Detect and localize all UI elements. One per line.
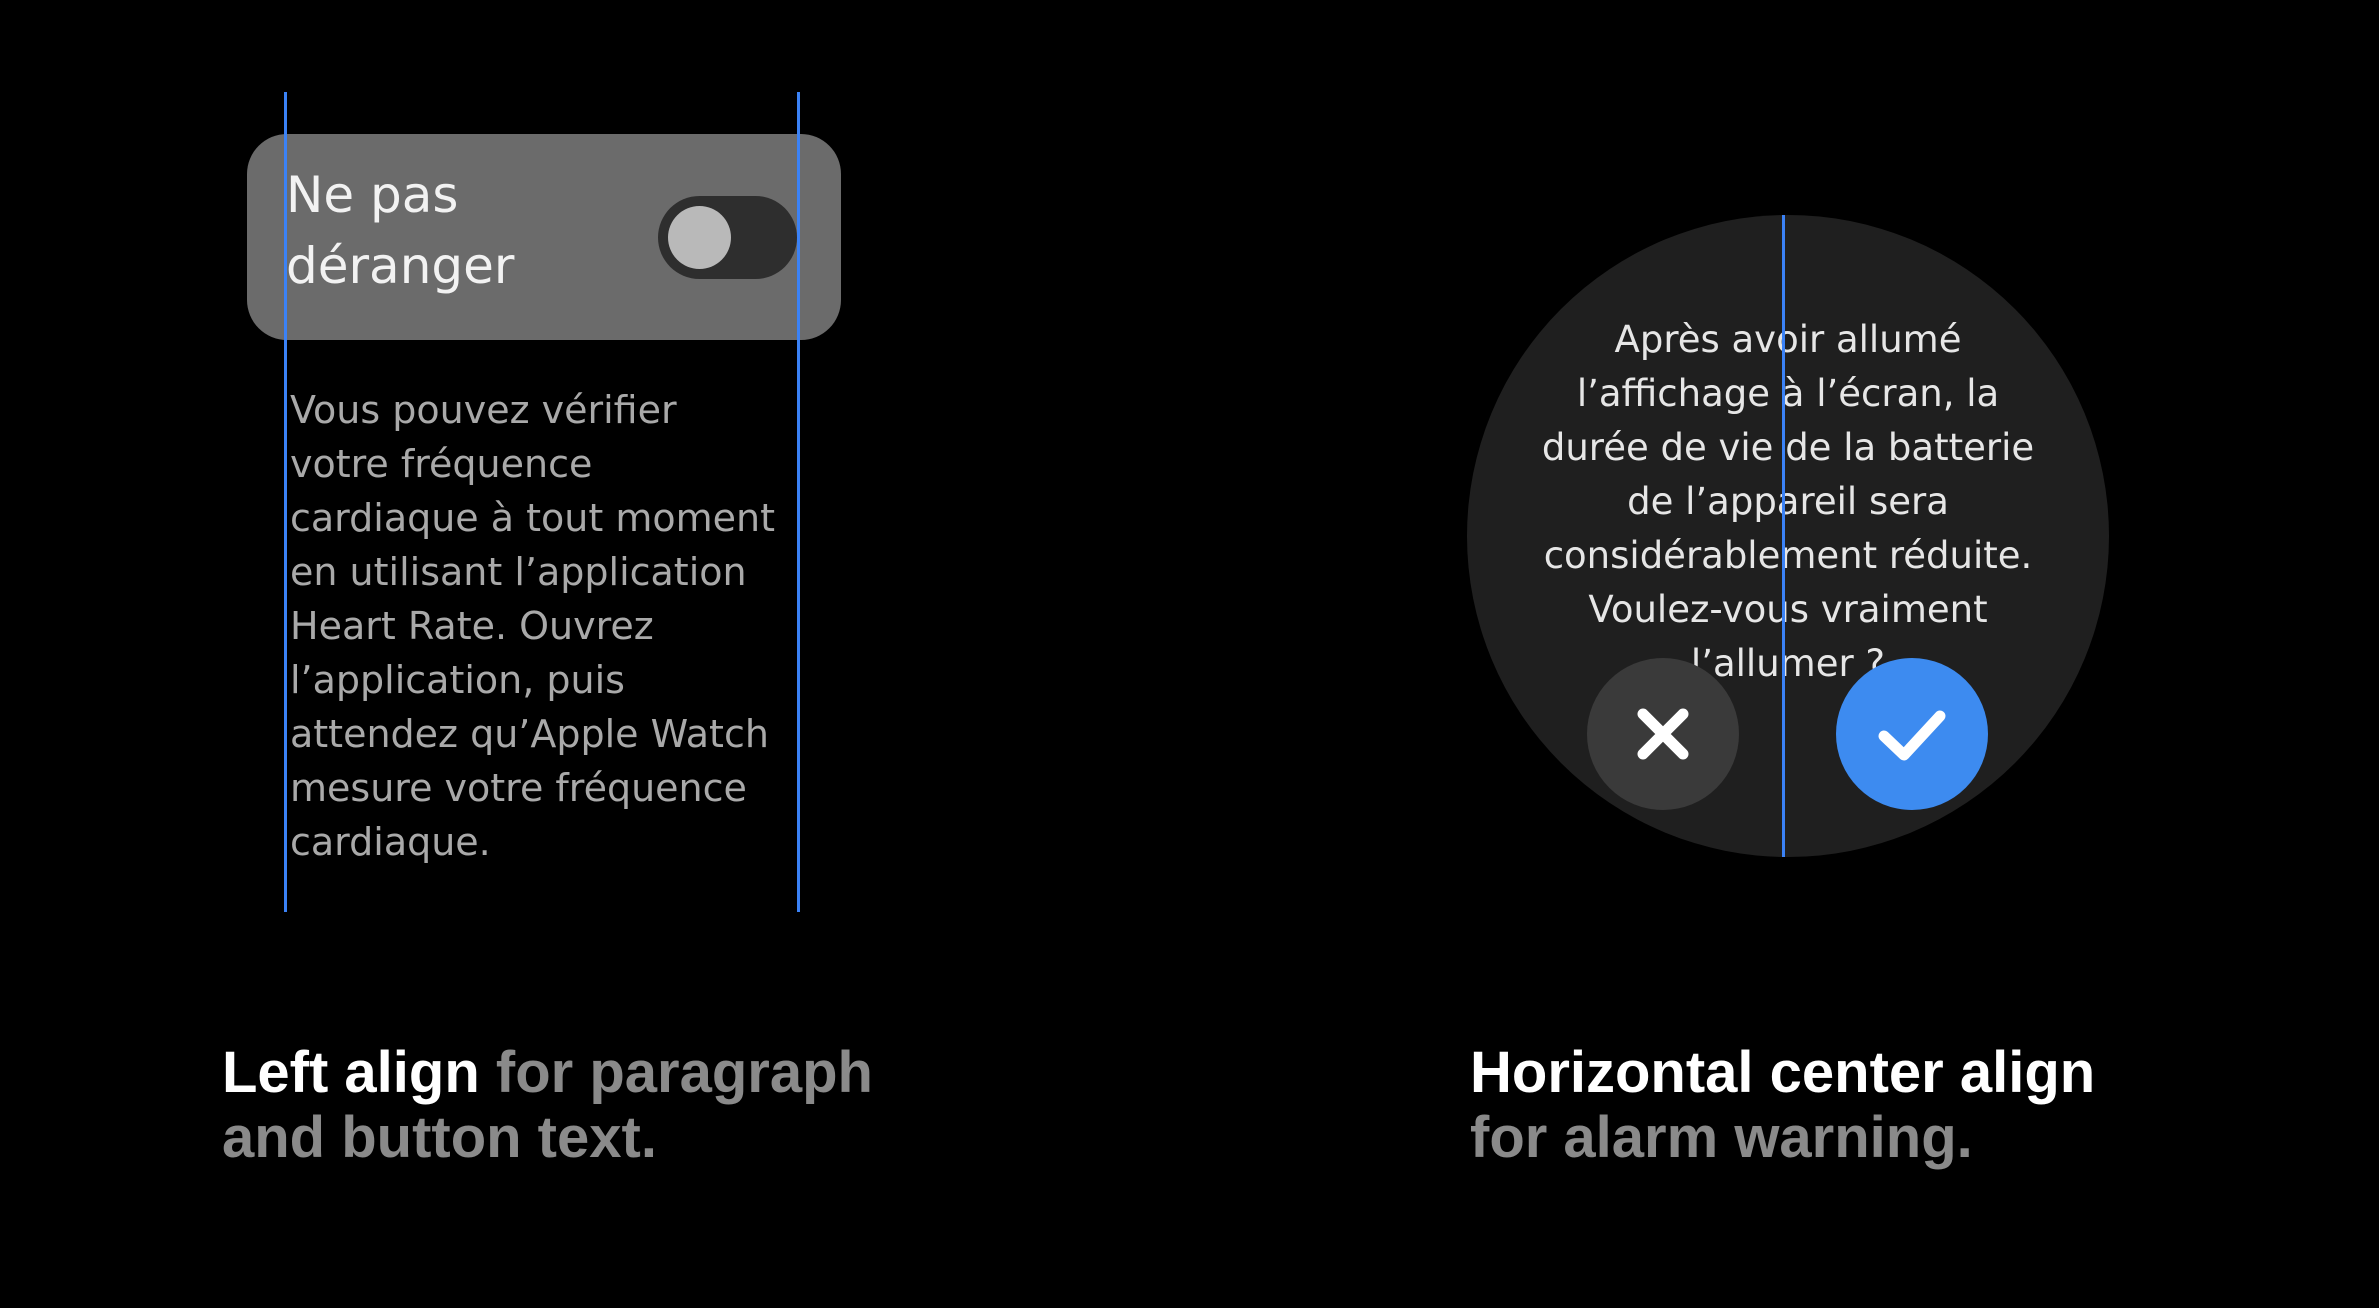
right-caption-rest: for alarm warning. [1470, 1105, 1973, 1170]
paragraph-line: cardiaque à tout moment [290, 496, 775, 540]
alert-line: durée de vie de la batterie [1541, 426, 2035, 469]
paragraph-line: Vous pouvez vérifier [290, 388, 677, 432]
right-caption-highlight: Horizontal center align [1470, 1040, 2096, 1105]
paragraph-line: Heart Rate. Ouvrez [290, 604, 654, 648]
toggle-switch[interactable] [658, 196, 797, 279]
paragraph-line: cardiaque. [290, 820, 491, 864]
alert-line: Après avoir allumé [1614, 318, 1962, 361]
toggle-knob [668, 206, 731, 269]
paragraph-line: attendez qu’Apple Watch [290, 712, 769, 756]
close-icon [1637, 708, 1689, 760]
left-caption: Left align for paragraph and button text… [222, 1040, 873, 1170]
heart-rate-paragraph: Vous pouvez vérifier votre fréquence car… [290, 383, 810, 869]
toggle-label-line-1: Ne pas [286, 166, 459, 224]
alert-line: de l’appareil sera [1627, 480, 1949, 523]
check-icon [1878, 710, 1946, 761]
left-caption-highlight: Left align [222, 1040, 480, 1105]
confirm-button[interactable] [1836, 658, 1988, 810]
paragraph-line: votre fréquence [290, 442, 593, 486]
paragraph-line: en utilisant l’application [290, 550, 747, 594]
alert-line: l’allumer ? [1690, 642, 1886, 685]
alert-line: Voulez-vous vraiment [1588, 588, 1988, 631]
paragraph-line: mesure votre fréquence [290, 766, 747, 810]
right-caption: Horizontal center align for alarm warnin… [1470, 1040, 2095, 1170]
toggle-label-line-2: déranger [286, 237, 515, 295]
alarm-warning-text: Après avoir allumé l’affichage à l’écran… [1467, 313, 2109, 691]
toggle-label: Ne pas déranger [286, 160, 586, 302]
alert-line: considérablement réduite. [1543, 534, 2033, 577]
alert-line: l’affichage à l’écran, la [1576, 372, 2000, 415]
left-caption-rest-1: for paragraph [479, 1040, 873, 1105]
left-align-guide [284, 92, 287, 912]
cancel-button[interactable] [1587, 658, 1739, 810]
left-caption-rest-2: and button text. [222, 1105, 657, 1170]
watch-face: Après avoir allumé l’affichage à l’écran… [1467, 215, 2109, 857]
paragraph-line: l’application, puis [290, 658, 625, 702]
right-align-guide [797, 92, 800, 912]
center-align-guide [1782, 215, 1785, 857]
